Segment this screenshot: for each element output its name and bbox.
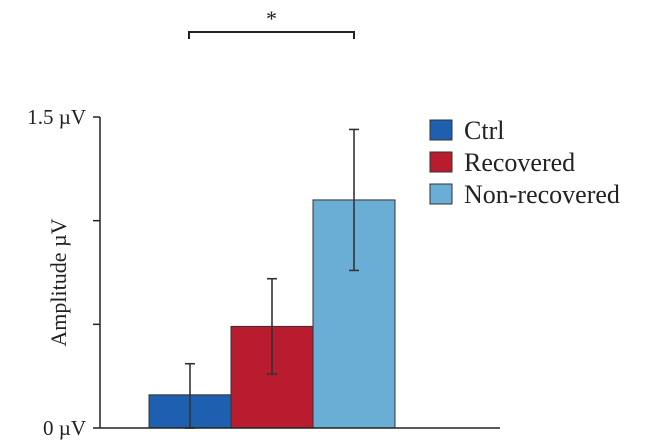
legend-label: Recovered xyxy=(464,148,575,177)
y-ticks-group: 0 µV 1.5 µV xyxy=(27,105,100,440)
error-bars-group xyxy=(185,128,359,429)
significance-bracket-line xyxy=(188,31,355,39)
y-tick-label: 0 µV xyxy=(43,416,86,440)
legend: Ctrl Recovered Non-recovered xyxy=(429,116,620,209)
legend-swatch xyxy=(429,119,453,141)
legend-swatch xyxy=(429,183,453,205)
y-tick-label: 1.5 µV xyxy=(27,105,86,129)
legend-label: Ctrl xyxy=(464,116,504,145)
significance-bracket: * xyxy=(188,6,355,39)
legend-label: Non-recovered xyxy=(464,180,620,209)
legend-swatch xyxy=(429,151,453,173)
significance-star-label: * xyxy=(266,6,277,31)
y-axis-title: Amplitude µV xyxy=(46,218,71,346)
